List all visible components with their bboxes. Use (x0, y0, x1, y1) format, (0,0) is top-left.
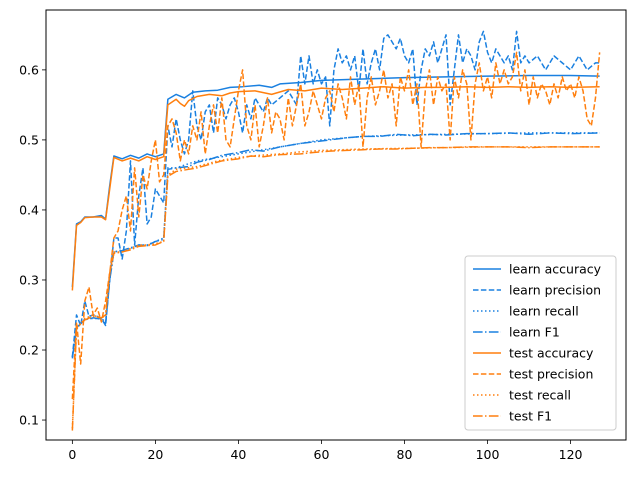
y-tick-label: 0.3 (19, 272, 39, 287)
legend: learn accuracy learn precision learn recal… (464, 255, 617, 431)
legend-label-test-precision: test precision (509, 367, 593, 382)
y-tick-label: 0.6 (19, 62, 39, 77)
series-layer (71, 30, 601, 431)
x-tick-label: 120 (559, 447, 583, 462)
x-tick-label: 0 (68, 447, 76, 462)
series-line-test-accuracy (71, 85, 600, 291)
legend-box (464, 255, 617, 431)
series-line-test-precision (71, 51, 601, 400)
x-tick-label: 80 (397, 447, 413, 462)
series-line-learn-accuracy (71, 74, 600, 288)
x-axis: 0 20 40 60 80 100 120 (68, 440, 583, 462)
legend-label-test-f1: test F1 (509, 409, 552, 424)
x-tick-label: 40 (230, 447, 246, 462)
legend-label-learn-f1: learn F1 (509, 325, 560, 340)
y-tick-label: 0.2 (19, 343, 39, 358)
legend-label-test-accuracy: test accuracy (509, 346, 594, 361)
y-tick-label: 0.5 (19, 132, 39, 147)
series-line-test-f1 (71, 146, 600, 431)
x-tick-label: 100 (476, 447, 500, 462)
y-tick-label: 0.1 (19, 413, 39, 428)
legend-label-learn-accuracy: learn accuracy (509, 262, 602, 277)
plot-area-frame (45, 9, 627, 441)
y-axis: 0.1 0.2 0.3 0.4 0.5 0.6 (19, 62, 46, 428)
x-tick-label: 20 (147, 447, 163, 462)
y-tick-label: 0.4 (19, 202, 39, 217)
legend-label-learn-precision: learn precision (509, 283, 601, 298)
x-tick-label: 60 (314, 447, 330, 462)
series-line-learn-precision (71, 30, 600, 358)
legend-label-test-recall: test recall (509, 388, 571, 403)
legend-label-learn-recall: learn recall (509, 304, 579, 319)
